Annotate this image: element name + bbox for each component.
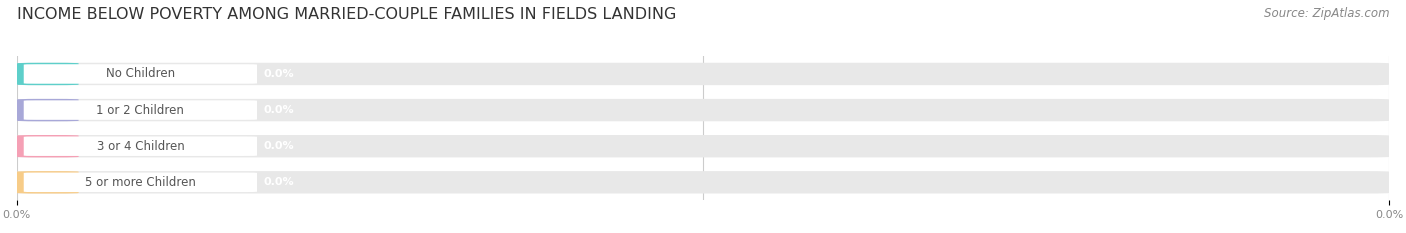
Text: INCOME BELOW POVERTY AMONG MARRIED-COUPLE FAMILIES IN FIELDS LANDING: INCOME BELOW POVERTY AMONG MARRIED-COUPL…: [17, 7, 676, 22]
FancyBboxPatch shape: [24, 173, 257, 192]
FancyBboxPatch shape: [24, 100, 257, 120]
FancyBboxPatch shape: [17, 63, 79, 85]
FancyBboxPatch shape: [17, 135, 79, 158]
Text: Source: ZipAtlas.com: Source: ZipAtlas.com: [1264, 7, 1389, 20]
Text: 5 or more Children: 5 or more Children: [84, 176, 195, 189]
Text: 0.0%: 0.0%: [264, 69, 294, 79]
FancyBboxPatch shape: [17, 171, 79, 194]
FancyBboxPatch shape: [24, 64, 257, 84]
FancyBboxPatch shape: [24, 137, 257, 156]
Text: 0.0%: 0.0%: [264, 105, 294, 115]
Text: No Children: No Children: [105, 68, 174, 80]
Text: 3 or 4 Children: 3 or 4 Children: [97, 140, 184, 153]
FancyBboxPatch shape: [17, 99, 79, 121]
FancyBboxPatch shape: [17, 171, 1389, 194]
Text: 0.0%: 0.0%: [264, 141, 294, 151]
FancyBboxPatch shape: [17, 135, 1389, 158]
Text: 0.0%: 0.0%: [264, 177, 294, 187]
Text: 1 or 2 Children: 1 or 2 Children: [97, 104, 184, 116]
FancyBboxPatch shape: [17, 63, 1389, 85]
FancyBboxPatch shape: [17, 99, 1389, 121]
